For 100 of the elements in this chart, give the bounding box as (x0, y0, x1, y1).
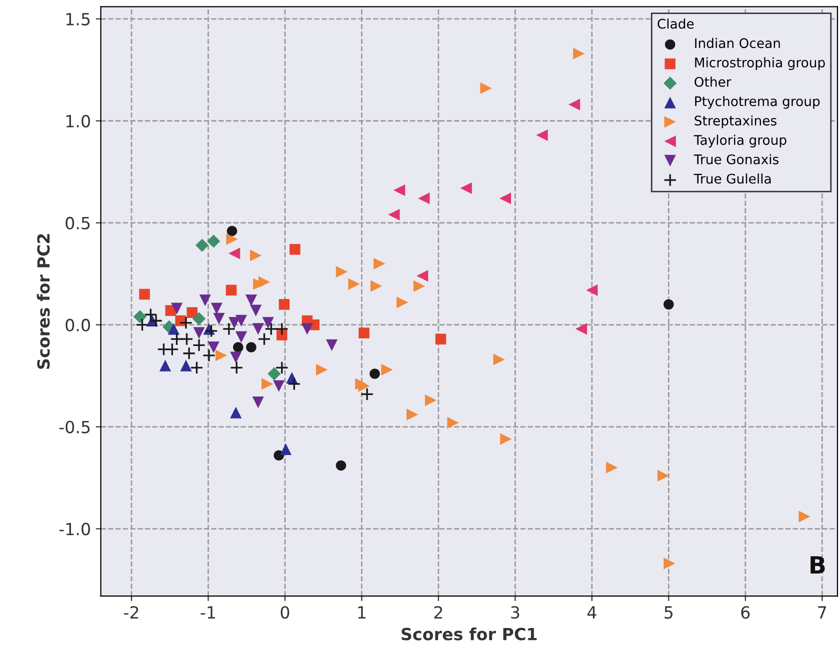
point (536, 129, 548, 141)
point (166, 342, 179, 356)
y-tick-label: 0.5 (66, 216, 90, 230)
point (276, 330, 288, 340)
point (798, 510, 810, 522)
y-tick-label: -1.0 (59, 522, 90, 536)
x-tick-label: 0 (280, 606, 290, 619)
point (168, 323, 180, 335)
point (388, 208, 400, 220)
point (418, 192, 430, 204)
x-tick-label: -2 (124, 606, 138, 618)
x-tick-label: 1 (358, 606, 366, 618)
y-tick-label: 0.0 (66, 318, 90, 332)
point (226, 233, 238, 245)
point (424, 394, 437, 406)
point (326, 339, 338, 352)
point (336, 266, 348, 278)
point (573, 48, 585, 60)
legend-label: Ptychotrema group (695, 96, 820, 109)
legend-label: Other (694, 76, 732, 87)
point (258, 332, 271, 346)
point (258, 276, 270, 288)
point (230, 361, 244, 374)
point (192, 312, 206, 326)
point (226, 284, 237, 296)
annotation: B (810, 556, 825, 574)
point (664, 558, 676, 570)
x-tick-label: 5 (664, 606, 673, 619)
legend-label: Tayloria group (694, 134, 786, 148)
y-tick-label: 1.5 (66, 13, 90, 26)
point (252, 323, 264, 335)
point (493, 354, 505, 366)
point (213, 312, 225, 325)
legend-label: True Gulella (694, 173, 771, 184)
x-axis-title: Scores for PC1 (402, 627, 537, 640)
point (170, 332, 184, 346)
point (196, 238, 209, 252)
x-tick-label: 2 (434, 606, 442, 618)
point (396, 296, 408, 308)
point (500, 433, 512, 445)
point (208, 341, 220, 354)
point (262, 378, 274, 390)
point (394, 184, 406, 196)
point (228, 248, 240, 260)
legend-title: Clade (658, 18, 694, 29)
point (246, 342, 256, 352)
point (226, 226, 238, 236)
x-tick-label: -1 (200, 606, 216, 618)
point (179, 316, 193, 330)
point (210, 302, 222, 314)
point (480, 82, 492, 94)
point (180, 332, 194, 346)
legend-label: Streptaxines (694, 115, 776, 128)
point (460, 182, 472, 194)
point (139, 288, 150, 300)
x-tick-label: 6 (741, 606, 750, 619)
point (230, 352, 242, 364)
point (202, 348, 216, 362)
point (190, 361, 204, 374)
y-tick-label: 1.0 (66, 114, 90, 128)
point (222, 322, 236, 336)
point (186, 307, 198, 318)
y-tick-label: -0.5 (59, 420, 90, 434)
point (182, 346, 196, 360)
point (149, 314, 163, 328)
point (360, 388, 374, 401)
legend-label: True Gonaxis (694, 154, 779, 164)
point (657, 470, 670, 482)
point (207, 234, 220, 248)
point (245, 294, 258, 306)
point (406, 408, 418, 420)
point (447, 416, 459, 429)
point (301, 323, 314, 335)
point (413, 280, 426, 292)
point (278, 299, 290, 310)
point (268, 367, 281, 380)
point (358, 328, 370, 338)
point (280, 443, 292, 456)
point (159, 360, 172, 372)
point (416, 270, 428, 282)
point (348, 278, 360, 290)
point (275, 361, 289, 374)
point (193, 327, 205, 339)
point (370, 368, 380, 379)
point (170, 302, 183, 314)
point (275, 322, 289, 336)
legend-label: Microstrophia group (695, 57, 825, 70)
point (180, 360, 192, 372)
point (290, 244, 300, 255)
point (316, 364, 328, 376)
point (664, 299, 674, 310)
point (199, 294, 211, 306)
point (133, 310, 147, 324)
point (435, 334, 446, 344)
point (250, 250, 262, 262)
point (204, 324, 218, 338)
point (575, 323, 587, 335)
point (235, 314, 248, 327)
point (568, 98, 580, 110)
point (136, 318, 149, 332)
